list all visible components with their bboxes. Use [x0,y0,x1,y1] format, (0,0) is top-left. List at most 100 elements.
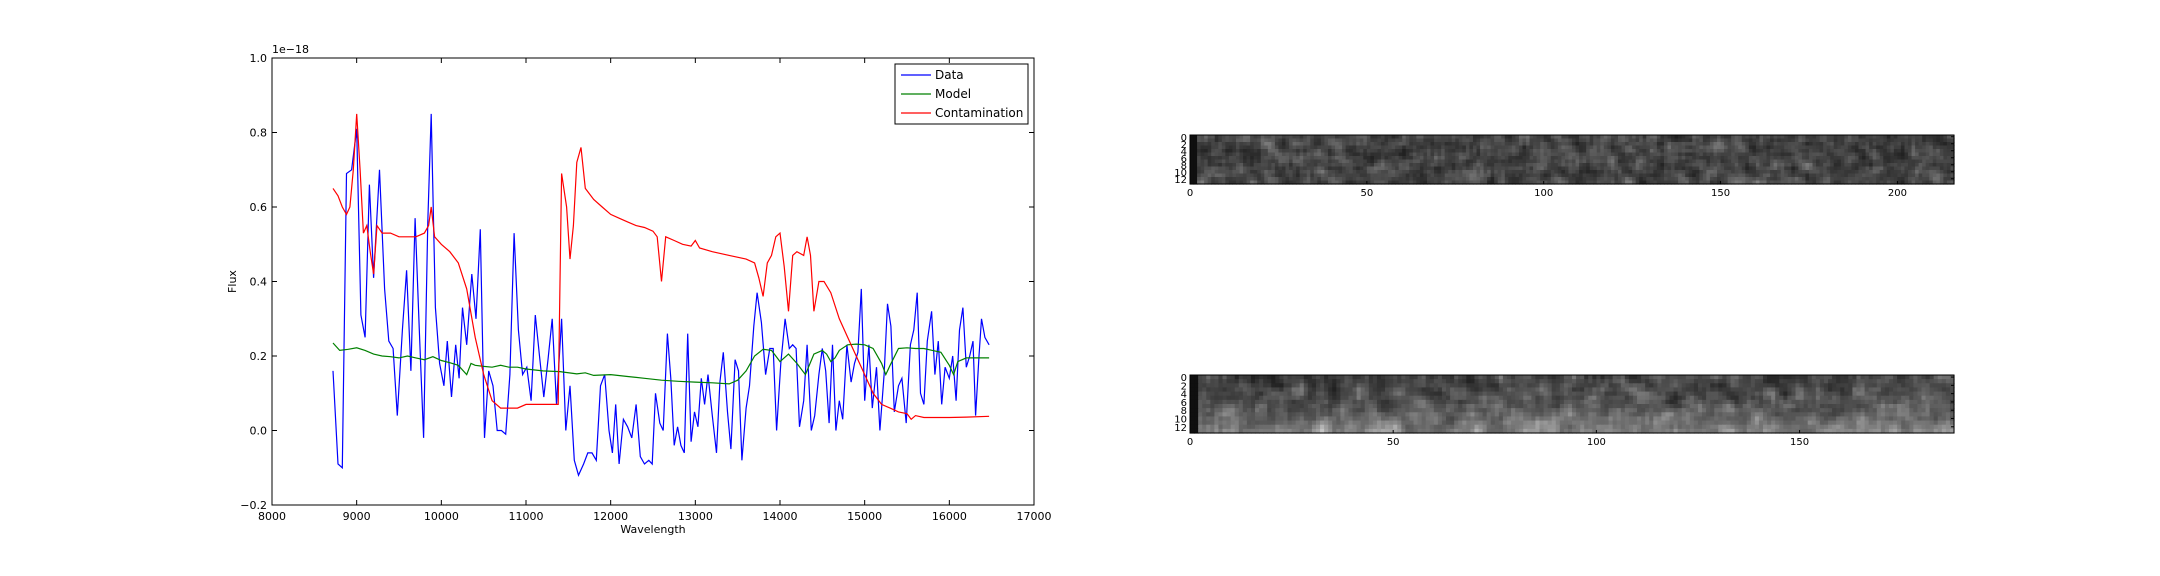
heatmap-cell [1939,149,1944,154]
heatmap-cell [1494,408,1500,413]
heatmap-cell [1832,387,1837,393]
heatmap-cell [1278,142,1283,147]
heatmap-cell [1610,156,1616,161]
heatmap-cell [1401,391,1406,397]
heatmap-cell [1575,156,1580,161]
heatmap-cell [1444,152,1449,157]
heatmap-cell [1260,135,1265,140]
heatmap-cell [1600,180,1605,185]
heatmap-cell [1671,138,1676,143]
heatmap-cell [1706,404,1711,409]
heatmap-cell [1508,163,1513,168]
heatmap-cell [1649,173,1654,178]
heatmap-cell [1494,173,1499,178]
heatmap-cell [1625,142,1630,147]
heatmap-cell [1451,145,1456,150]
heatmap-cell [1862,170,1867,175]
heatmap-y-tick-label: 0 [1181,133,1187,144]
heatmap-cell [1434,142,1439,147]
heatmap-cell [1198,375,1203,380]
heatmap-cell [1501,166,1506,171]
heatmap-cell [1649,138,1654,143]
heatmap-cell [1536,170,1541,175]
heatmap-cell [1720,166,1725,171]
heatmap-cell [1702,145,1708,150]
heatmap-cell [1225,135,1230,140]
heatmap-cell [1884,399,1890,405]
heatmap-cell [1465,149,1471,154]
heatmap-cell [1600,152,1605,157]
heatmap-cell [1372,379,1378,384]
heatmap-cell [1292,149,1297,154]
heatmap-cell [1567,412,1573,418]
heatmap-cell [1607,159,1612,164]
heatmap-cell [1454,399,1459,405]
heatmap-cell [1271,166,1276,171]
heatmap-cell [1478,399,1484,405]
heatmap-cell [1345,177,1350,182]
heatmap-cell [1752,177,1757,182]
heatmap-cell [1702,404,1707,409]
heatmap-cell [1807,375,1813,380]
heatmap-cell [1518,163,1524,168]
heatmap-cell [1250,395,1256,401]
heatmap-cell [1932,163,1937,168]
heatmap-cell [1561,166,1566,171]
heatmap-cell [1646,149,1651,154]
heatmap-cell [1409,387,1415,393]
heatmap-cell [1582,152,1587,157]
heatmap-cell [1311,404,1317,409]
heatmap-cell [1653,156,1658,161]
heatmap-cell [1872,399,1878,405]
heatmap-cell [1588,375,1593,380]
heatmap-cell [1943,177,1948,182]
heatmap-cell [1430,142,1435,147]
heatmap-cell [1225,152,1230,157]
heatmap-cell [1531,399,1537,405]
heatmap-cell [1285,149,1290,154]
heatmap-cell [1285,159,1290,164]
heatmap-cell [1515,177,1520,182]
heatmap-cell [1709,159,1715,164]
heatmap-cell [1340,395,1346,401]
heatmap-cell [1678,163,1683,168]
heatmap-cell [1624,391,1630,397]
heatmap-cell [1876,177,1881,182]
heatmap-cell [1830,173,1835,178]
heatmap-cell [1423,152,1428,157]
heatmap-cell [1543,135,1548,140]
heatmap-cell [1791,391,1797,397]
heatmap-cell [1320,145,1326,150]
heatmap-cell [1246,159,1251,164]
heatmap-cell [1426,145,1432,150]
heatmap-cell [1257,170,1262,175]
heatmap-cell [1702,391,1707,397]
heatmap-cell [1345,159,1350,164]
heatmap-cell [1568,170,1573,175]
heatmap-cell [1225,163,1230,168]
heatmap-cell [1259,399,1264,405]
heatmap-cell [1589,135,1594,140]
heatmap-cell [1925,408,1931,413]
heatmap-cell [1738,391,1744,397]
heatmap-cell [1345,173,1350,178]
heatmap-cell [1349,156,1354,161]
heatmap-cell [1296,173,1301,178]
heatmap-cell [1536,152,1541,157]
heatmap-cell [1243,166,1248,171]
heatmap-cell [1441,173,1446,178]
heatmap-cell [1377,149,1382,154]
heatmap-cell [1808,135,1814,140]
heatmap-cell [1193,173,1198,178]
heatmap-cell [1656,159,1662,164]
heatmap-cell [1714,412,1719,418]
x-tick-label: 12000 [593,510,628,523]
heatmap-cell [1593,163,1598,168]
heatmap-cell [1695,170,1700,175]
heatmap-cell [1702,166,1708,171]
heatmap-cell [1734,149,1739,154]
heatmap-cell [1657,404,1662,409]
heatmap-cell [1580,412,1585,418]
heatmap-cell [1890,145,1895,150]
heatmap-cell [1239,163,1244,168]
